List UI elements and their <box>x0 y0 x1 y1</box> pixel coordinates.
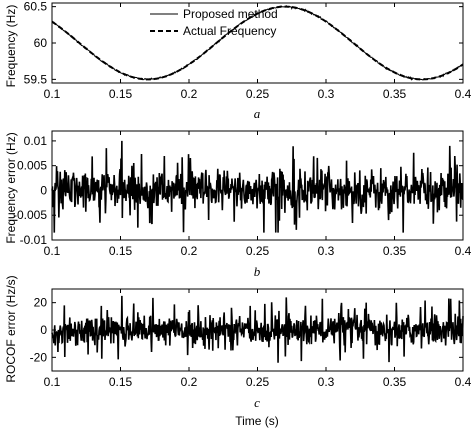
y-tick-label: -20 <box>30 350 48 364</box>
panel-a-legend: Proposed method Actual Frequency <box>150 7 278 38</box>
x-tick-label: 0.2 <box>181 87 198 101</box>
x-tick-label: 0.35 <box>383 375 407 389</box>
y-tick-label: -0.01 <box>20 233 48 247</box>
y-tick-label: 0 <box>40 323 47 337</box>
panel-a-plot: 0.1 0.15 0.2 0.25 0.3 0.35 0.4 59.5 60 60.5 <box>24 0 472 101</box>
panel-c-plot: 0.1 0.15 0.2 0.25 0.3 0.35 0.4 20 0 -20 <box>30 289 472 389</box>
series-error-b <box>51 140 464 233</box>
x-tick-label: 0.15 <box>109 244 133 258</box>
x-tick-label: 0.4 <box>455 87 472 101</box>
panel-a-caption: a <box>254 106 261 121</box>
y-tick-label: 0.01 <box>24 134 48 148</box>
x-tick-label: 0.15 <box>109 375 133 389</box>
series-proposed-method <box>51 5 464 81</box>
panel-b-ylabel: Frequency error (Hz) <box>4 132 18 243</box>
x-tick-label: 0.25 <box>246 244 270 258</box>
panel-b: Frequency error (Hz) 0.1 0.15 0.2 0.25 0.3 0.… <box>4 130 472 279</box>
x-tick-label: 0.1 <box>44 87 61 101</box>
x-tick-label: 0.35 <box>383 87 407 101</box>
y-tick-label: 20 <box>34 296 48 310</box>
x-tick-label: 0.15 <box>109 87 133 101</box>
y-tick-label: 0 <box>40 183 47 197</box>
x-tick-label: 0.1 <box>44 244 61 258</box>
x-tick-label: 0.25 <box>246 375 270 389</box>
y-tick-label: 59.5 <box>24 72 48 86</box>
panel-b-caption: b <box>254 264 261 279</box>
series-error-c <box>51 295 464 363</box>
panel-c-caption: c <box>254 395 260 410</box>
x-tick-label: 0.2 <box>181 244 198 258</box>
panel-c-ylabel: ROCOF error (Hz/s) <box>4 275 18 382</box>
y-tick-label: 0.005 <box>17 159 47 173</box>
panel-a-frame <box>51 2 464 84</box>
legend-label-proposed: Proposed method <box>183 7 278 21</box>
x-tick-label: 0.25 <box>246 87 270 101</box>
panel-b-plot: 0.1 0.15 0.2 0.25 0.3 0.35 0.4 0.01 0.005 0 -0.005… <box>13 131 472 258</box>
legend-label-actual: Actual Frequency <box>183 24 276 38</box>
panel-c: ROCOF error (Hz/s) 0.1 0.15 0.2 0.25 0.3 0.35… <box>4 275 472 428</box>
panel-b-frame <box>51 130 464 241</box>
x-tick-label: 0.3 <box>318 244 335 258</box>
x-tick-label: 0.2 <box>181 375 198 389</box>
x-tick-label: 0.4 <box>455 375 472 389</box>
x-tick-label: 0.35 <box>383 244 407 258</box>
x-tick-label: 0.3 <box>318 87 335 101</box>
x-tick-label: 0.4 <box>455 244 472 258</box>
panel-a-ylabel: Frequency (Hz) <box>4 5 18 88</box>
y-tick-label: 60 <box>34 36 48 50</box>
x-tick-label: 0.3 <box>318 375 335 389</box>
panel-c-frame <box>51 288 464 372</box>
y-tick-label: 60.5 <box>24 0 48 14</box>
panel-a: Frequency (Hz) 0.1 0.15 0.2 0.25 0.3 0.35 0.4 5… <box>4 0 472 121</box>
panel-c-xlabel: Time (s) <box>235 414 279 428</box>
x-tick-label: 0.1 <box>44 375 61 389</box>
y-tick-label: -0.005 <box>13 208 47 222</box>
